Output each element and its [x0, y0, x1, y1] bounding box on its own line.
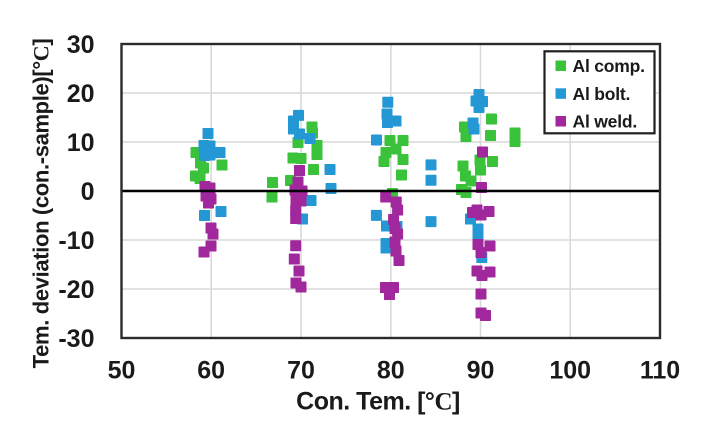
svg-text:Al bolt.: Al bolt. — [573, 84, 631, 104]
svg-text:30: 30 — [67, 31, 95, 59]
svg-text:80: 80 — [377, 357, 405, 385]
svg-text:Al comp.: Al comp. — [573, 56, 645, 76]
svg-text:100: 100 — [549, 357, 591, 385]
svg-text:20: 20 — [67, 80, 95, 108]
svg-text:110: 110 — [640, 357, 680, 385]
svg-text:-20: -20 — [58, 276, 94, 304]
svg-text:60: 60 — [197, 357, 225, 385]
svg-text:0: 0 — [81, 178, 95, 206]
svg-text:Tem. deviation (con.-sample)[°: Tem. deviation (con.-sample)[°C] — [29, 39, 54, 369]
svg-text:-10: -10 — [58, 227, 94, 255]
svg-text:70: 70 — [287, 357, 315, 385]
svg-text:10: 10 — [67, 129, 95, 157]
svg-text:90: 90 — [467, 357, 495, 385]
svg-text:Al weld.: Al weld. — [573, 112, 638, 132]
svg-text:-30: -30 — [58, 325, 94, 353]
svg-text:Con. Tem. [°C]: Con. Tem. [°C] — [296, 388, 460, 416]
svg-text:50: 50 — [108, 357, 136, 385]
